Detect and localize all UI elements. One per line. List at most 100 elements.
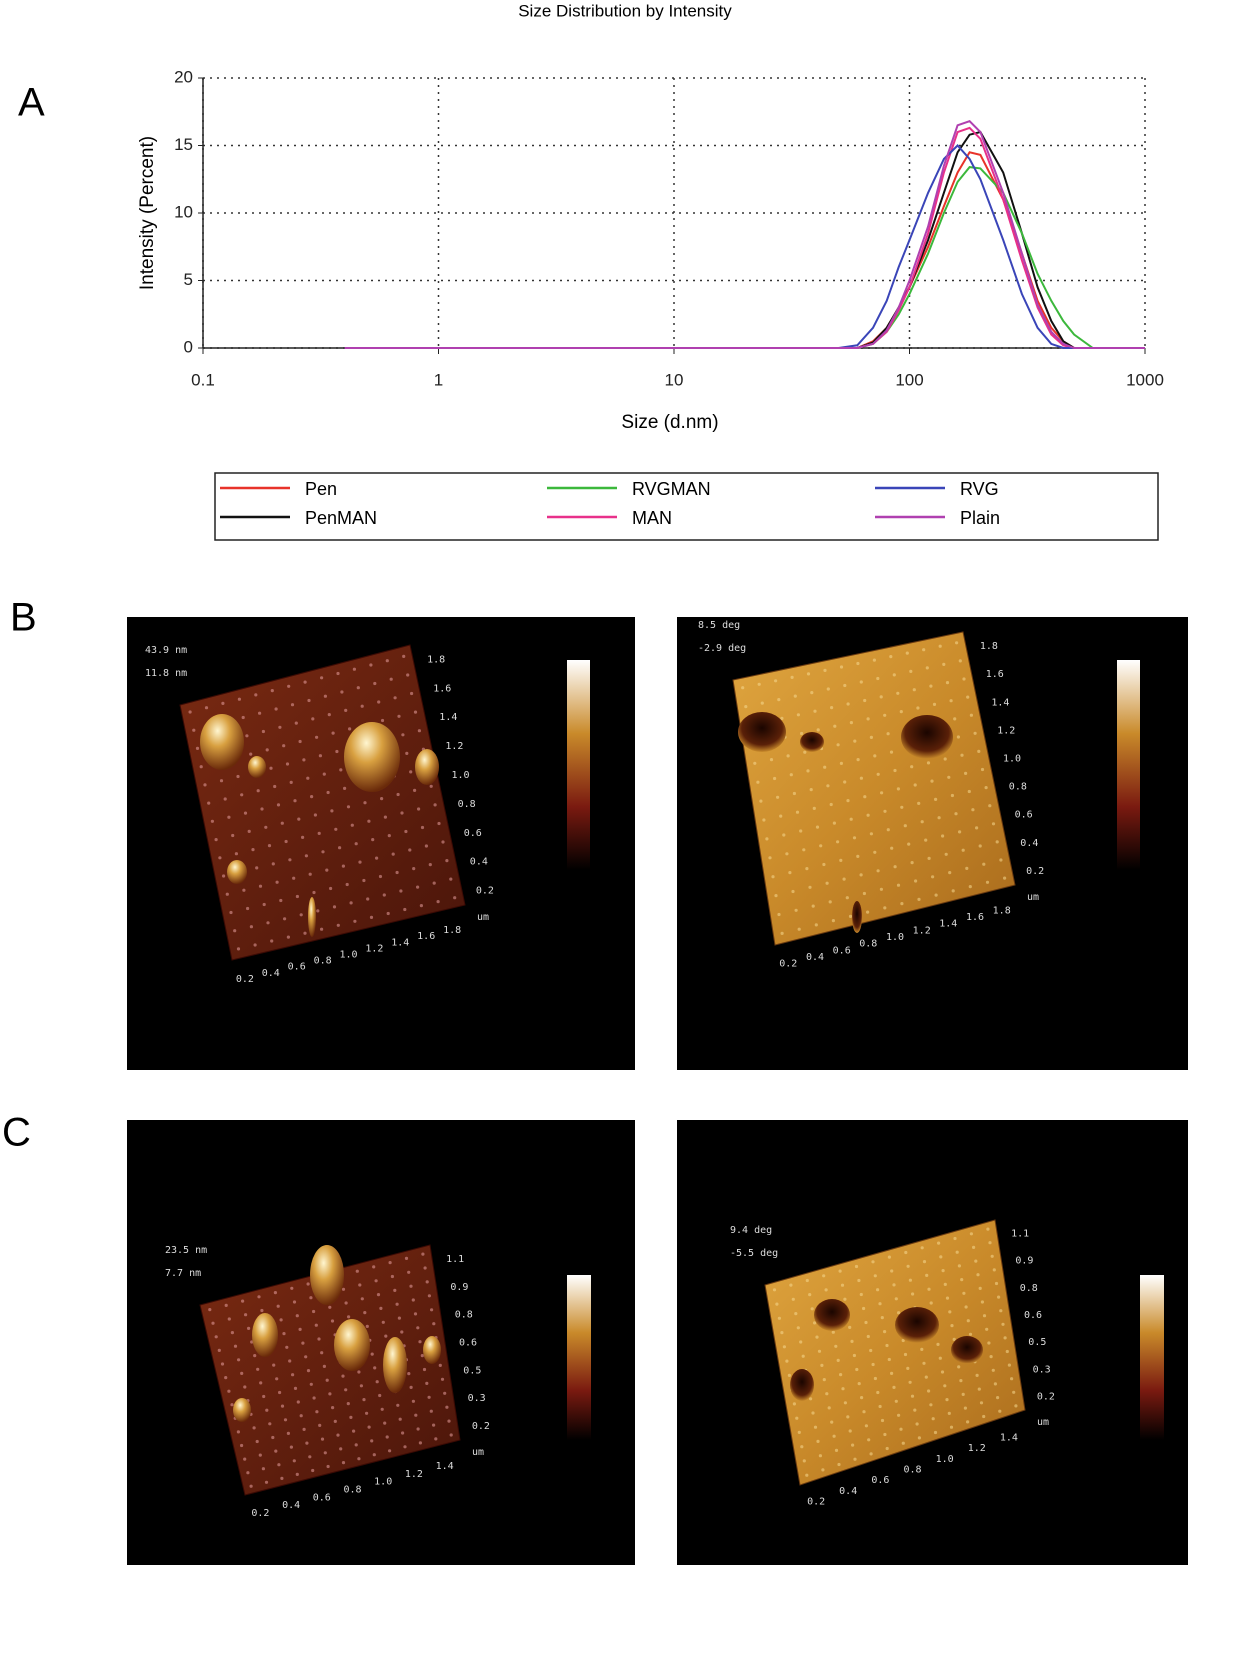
afm-texture (358, 1283, 362, 1287)
afm-y-tick-label: 0.4 (470, 857, 488, 868)
y-tick-label: 0 (184, 337, 193, 356)
afm-texture (876, 772, 880, 776)
afm-texture (911, 1292, 915, 1296)
afm-y-tick-label: 0.5 (463, 1365, 481, 1376)
afm-unit-label: um (1037, 1417, 1049, 1428)
afm-texture (974, 1259, 978, 1263)
afm-texture (938, 1356, 942, 1360)
afm-texture (943, 1282, 947, 1286)
afm-texture (207, 801, 211, 805)
afm-texture (277, 1463, 281, 1467)
afm-texture (354, 1443, 358, 1447)
afm-y-tick-label: 0.2 (476, 886, 494, 897)
afm-texture (929, 1403, 933, 1407)
scale-max-label: 43.9 nm (145, 645, 187, 656)
afm-texture (893, 768, 897, 773)
afm-texture (873, 1274, 877, 1278)
afm-texture (400, 811, 404, 815)
afm-texture (236, 947, 241, 951)
afm-texture (272, 1363, 276, 1367)
afm-texture (826, 687, 830, 691)
afm-texture (794, 1312, 798, 1316)
afm-texture (409, 770, 413, 774)
afm-texture (961, 1392, 965, 1396)
afm-texture (963, 1406, 967, 1410)
afm-texture (934, 797, 938, 801)
afm-texture (380, 1407, 384, 1411)
afm-texture (289, 780, 293, 784)
afm-texture (237, 697, 241, 701)
afm-texture (292, 1459, 296, 1463)
afm-texture (961, 848, 965, 852)
afm-texture (953, 1236, 957, 1241)
afm-texture (346, 1402, 350, 1406)
legend-label: Plain (960, 508, 1000, 528)
afm-texture (339, 768, 343, 772)
afm-texture (262, 902, 266, 907)
afm-y-tick-label: 0.4 (1020, 838, 1038, 849)
afm-texture (777, 1316, 781, 1320)
afm-texture (833, 724, 837, 728)
scale-min-label: -2.9 deg (698, 643, 746, 654)
afm-texture (931, 1417, 935, 1421)
afm-texture (864, 1320, 868, 1325)
scale-max-label: 23.5 nm (165, 1245, 207, 1256)
afm-texture (313, 813, 317, 817)
afm-texture (776, 795, 780, 799)
afm-texture (383, 1421, 387, 1425)
afm-texture (790, 675, 794, 679)
afm-texture (429, 1409, 433, 1413)
afm-unit-label: um (472, 1447, 484, 1458)
afm-texture (432, 881, 436, 885)
afm-texture (315, 735, 319, 739)
afm-texture (910, 765, 914, 769)
afm-texture (299, 913, 303, 917)
afm-pit (951, 1336, 983, 1364)
afm-texture (856, 854, 860, 858)
afm-texture (224, 1303, 228, 1307)
afm-texture (329, 886, 333, 891)
afm-texture (977, 749, 981, 753)
afm-texture (866, 1334, 870, 1339)
afm-texture (953, 717, 957, 721)
afm-texture (330, 1319, 335, 1323)
afm-texture (246, 906, 250, 911)
afm-texture (218, 856, 222, 860)
afm-texture (396, 1403, 400, 1407)
afm-texture (894, 1399, 898, 1403)
afm-texture (917, 1436, 921, 1440)
afm-texture (984, 786, 988, 790)
afm-texture (823, 765, 827, 769)
afm-texture (827, 1406, 831, 1410)
afm-texture (806, 769, 810, 773)
afm-texture (417, 807, 421, 811)
afm-bump (308, 897, 316, 937)
afm-texture (312, 890, 316, 895)
afm-bump (423, 1336, 441, 1364)
afm-texture (283, 917, 287, 921)
afm-texture (765, 837, 769, 841)
afm-x-tick-label: 1.2 (968, 1443, 986, 1454)
afm-texture (896, 883, 901, 887)
afm-texture (406, 673, 410, 677)
afm-texture (889, 750, 894, 754)
afm-texture (810, 691, 814, 695)
afm-texture (867, 1438, 871, 1442)
afm-texture (979, 1401, 984, 1405)
afm-y-tick-label: 0.2 (472, 1421, 490, 1432)
afm-texture (831, 919, 835, 923)
afm-texture (229, 910, 233, 915)
afm-texture (264, 825, 268, 829)
afm-texture (943, 757, 947, 761)
afm-texture (805, 1473, 809, 1477)
afm-texture (303, 931, 307, 935)
afm-texture (910, 1394, 915, 1398)
afm-texture (359, 1384, 363, 1388)
afm-texture (325, 1378, 329, 1382)
afm-texture (412, 867, 416, 871)
afm-texture (401, 733, 405, 737)
afm-texture (960, 1278, 964, 1282)
afm-texture (255, 866, 259, 870)
afm-texture (372, 1453, 376, 1457)
afm-texture (852, 1353, 856, 1358)
